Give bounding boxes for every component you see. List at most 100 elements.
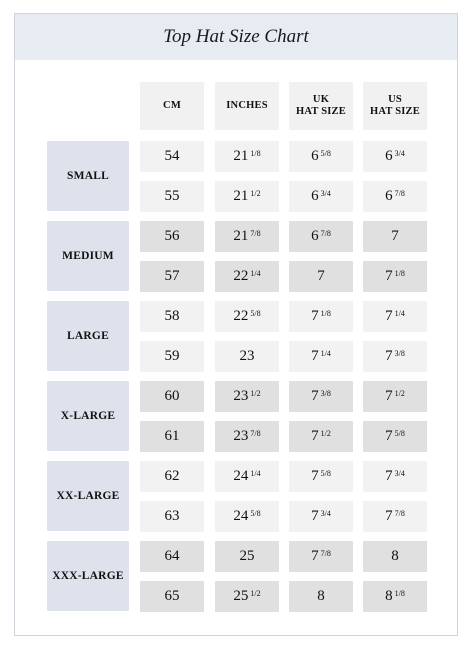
cell-value: 25 (233, 588, 249, 604)
cell-fraction: 7/8 (320, 229, 331, 238)
cell-uk-hat-size: 6 3/4 (289, 181, 353, 212)
cell-us-hat-size: 7 (363, 221, 427, 252)
cell-fraction: 1/8 (394, 269, 405, 278)
cell-cm: 63 (140, 501, 204, 532)
cell-uk-hat-size: 6 5/8 (289, 141, 353, 172)
cell-value: 60 (164, 388, 180, 404)
cell-uk-hat-size: 7 7/8 (289, 541, 353, 572)
cell-value: 25 (239, 548, 255, 564)
cell-us-hat-size: 7 7/8 (363, 501, 427, 532)
cell-value: 62 (164, 468, 180, 484)
title-bar: Top Hat Size Chart (15, 14, 457, 60)
size-label-medium: MEDIUM (47, 221, 129, 291)
cell-value: 22 (233, 268, 249, 284)
cell-fraction: 3/4 (320, 189, 331, 198)
cell-value: 57 (164, 268, 180, 284)
cell-value: 61 (164, 428, 180, 444)
size-label-xx-large: XX-LARGE (47, 461, 129, 531)
cell-value: 54 (164, 148, 180, 164)
cell-inches: 23 7/8 (215, 421, 279, 452)
cell-inches: 21 7/8 (215, 221, 279, 252)
cell-cm: 58 (140, 301, 204, 332)
cell-fraction: 5/8 (394, 429, 405, 438)
cell-fraction: 5/8 (320, 149, 331, 158)
cell-uk-hat-size: 8 (289, 581, 353, 612)
cell-fraction: 3/8 (320, 389, 331, 398)
cell-uk-hat-size: 6 7/8 (289, 221, 353, 252)
cell-value: 63 (164, 508, 180, 524)
cell-value: 22 (233, 308, 249, 324)
cell-fraction: 5/8 (250, 309, 261, 318)
cell-us-hat-size: 7 1/8 (363, 261, 427, 292)
cell-cm: 62 (140, 461, 204, 492)
cell-fraction: 1/2 (250, 389, 261, 398)
cell-inches: 22 5/8 (215, 301, 279, 332)
cell-fraction: 3/4 (320, 509, 331, 518)
cell-us-hat-size: 7 1/2 (363, 381, 427, 412)
cell-inches: 25 (215, 541, 279, 572)
cell-uk-hat-size: 7 3/8 (289, 381, 353, 412)
cell-cm: 64 (140, 541, 204, 572)
cell-fraction: 7/8 (394, 509, 405, 518)
cell-cm: 56 (140, 221, 204, 252)
cell-value: 21 (233, 188, 249, 204)
cell-value: 56 (164, 228, 180, 244)
cell-fraction: 1/2 (320, 429, 331, 438)
cell-value: 8 (317, 588, 325, 604)
column-header-cm: CM (140, 82, 204, 130)
cell-value: 55 (164, 188, 180, 204)
cell-fraction: 1/2 (250, 589, 261, 598)
cell-value: 7 (385, 348, 393, 364)
cell-inches: 24 5/8 (215, 501, 279, 532)
cell-fraction: 1/8 (250, 149, 261, 158)
cell-fraction: 3/8 (394, 349, 405, 358)
cell-value: 7 (385, 268, 393, 284)
cell-fraction: 7/8 (320, 549, 331, 558)
cell-value: 6 (311, 148, 319, 164)
cell-value: 8 (385, 588, 393, 604)
cell-uk-hat-size: 7 1/2 (289, 421, 353, 452)
cell-value: 23 (233, 388, 249, 404)
cell-cm: 65 (140, 581, 204, 612)
cell-uk-hat-size: 7 1/8 (289, 301, 353, 332)
column-header-us-hat-size: US HAT SIZE (363, 82, 427, 130)
cell-value: 7 (311, 508, 319, 524)
cell-fraction: 1/2 (250, 189, 261, 198)
cell-fraction: 7/8 (250, 429, 261, 438)
cell-cm: 59 (140, 341, 204, 372)
cell-value: 7 (385, 508, 393, 524)
cell-uk-hat-size: 7 (289, 261, 353, 292)
cell-fraction: 1/4 (320, 349, 331, 358)
column-header-uk-hat-size: UK HAT SIZE (289, 82, 353, 130)
cell-inches: 23 1/2 (215, 381, 279, 412)
cell-us-hat-size: 6 3/4 (363, 141, 427, 172)
cell-us-hat-size: 8 (363, 541, 427, 572)
cell-value: 7 (385, 308, 393, 324)
cell-cm: 60 (140, 381, 204, 412)
cell-inches: 21 1/8 (215, 141, 279, 172)
cell-value: 7 (311, 428, 319, 444)
cell-value: 24 (233, 508, 249, 524)
cell-cm: 57 (140, 261, 204, 292)
cell-value: 64 (164, 548, 180, 564)
page-title: Top Hat Size Chart (163, 26, 309, 47)
cell-value: 7 (311, 548, 319, 564)
cell-fraction: 1/2 (394, 389, 405, 398)
cell-fraction: 7/8 (250, 229, 261, 238)
cell-value: 7 (385, 468, 393, 484)
cell-value: 21 (233, 148, 249, 164)
cell-value: 7 (385, 428, 393, 444)
cell-us-hat-size: 7 3/4 (363, 461, 427, 492)
cell-value: 8 (391, 548, 399, 564)
cell-cm: 61 (140, 421, 204, 452)
cell-uk-hat-size: 7 1/4 (289, 341, 353, 372)
size-label-large: LARGE (47, 301, 129, 371)
cell-us-hat-size: 8 1/8 (363, 581, 427, 612)
cell-value: 6 (385, 188, 393, 204)
cell-value: 7 (311, 388, 319, 404)
cell-value: 7 (391, 228, 399, 244)
cell-fraction: 3/4 (394, 149, 405, 158)
cell-value: 6 (311, 188, 319, 204)
cell-fraction: 1/4 (250, 469, 261, 478)
cell-value: 58 (164, 308, 180, 324)
